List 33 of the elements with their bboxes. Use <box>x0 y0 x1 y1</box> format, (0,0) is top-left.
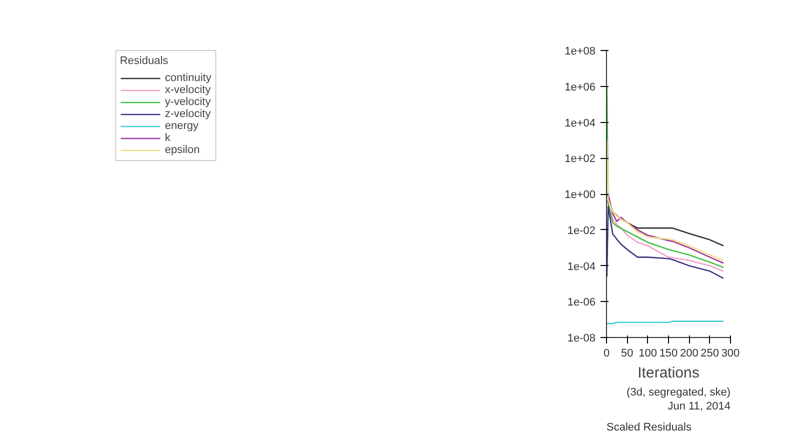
y-tick-label: 1e+08 <box>564 46 596 58</box>
legend-label: energy <box>164 120 199 132</box>
text: Scaled Residuals <box>606 422 692 434</box>
legend-label: epsilon <box>164 144 200 156</box>
x-tick-label: 50 <box>621 348 634 360</box>
legend-label: z-velocity <box>164 108 211 120</box>
line-series <box>606 206 724 279</box>
line-series <box>606 198 724 272</box>
x-axis-title: Iterations <box>638 364 700 382</box>
x-tick-label: 100 <box>638 348 658 360</box>
y-tick-label: 1e-02 <box>567 224 596 237</box>
x-tick-label: 300 <box>721 348 740 360</box>
legend-label: y-velocity <box>164 96 211 108</box>
y-tick-label: 1e+02 <box>564 153 596 166</box>
y-tick-label: 1e-04 <box>567 260 596 273</box>
x-tick-label: 0 <box>603 348 610 360</box>
x-tick-label: 200 <box>680 348 698 360</box>
y-tick-label: 1e-06 <box>567 296 596 309</box>
legend-label: continuity <box>164 72 212 84</box>
x-tick-label: 150 <box>659 348 678 360</box>
legend-label: k <box>164 132 172 144</box>
y-tick-label: 1e+04 <box>564 117 596 130</box>
line-series <box>606 193 724 264</box>
y-tick-label: 1e+06 <box>564 81 596 94</box>
line-series <box>606 140 724 261</box>
legend-title: Residuals <box>120 55 170 67</box>
line-series <box>606 86 724 268</box>
y-tick-label: 1e+00 <box>564 189 596 201</box>
text: (3d, segregated, ske) <box>626 386 731 398</box>
y-tick-label: 1e-08 <box>567 332 596 344</box>
text: Jun 11, 2014 <box>668 400 731 412</box>
x-tick-label: 250 <box>700 348 720 360</box>
legend-label: x-velocity <box>164 84 211 96</box>
